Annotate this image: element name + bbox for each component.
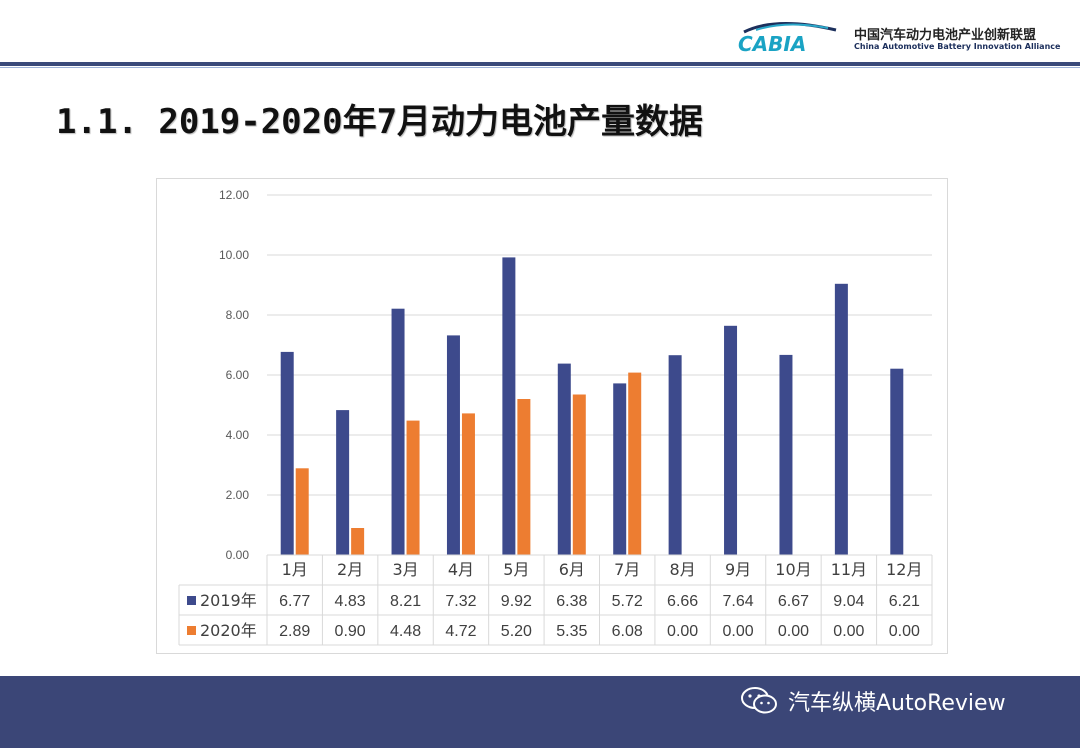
watermark-text: 汽车纵横AutoReview [788, 691, 1006, 716]
bar-2020 [351, 528, 365, 555]
data-table-value: 6.21 [889, 593, 920, 610]
data-table-value: 4.48 [390, 623, 421, 640]
bar-2019 [779, 354, 793, 555]
y-tick-label: 6.00 [226, 368, 250, 382]
cabia-logo-mark: CABIA [738, 22, 837, 54]
y-tick-label: 4.00 [226, 428, 250, 442]
logo-text: CABIA [738, 32, 806, 54]
legend-label: 2020年 [200, 621, 257, 640]
x-tick-label: 8月 [670, 560, 696, 579]
x-tick-label: 10月 [775, 560, 811, 579]
y-tick-label: 2.00 [226, 488, 250, 502]
x-tick-label: 9月 [725, 560, 751, 579]
data-table-value: 6.38 [556, 593, 587, 610]
x-tick-label: 1月 [282, 560, 308, 579]
x-tick-label: 3月 [392, 560, 418, 579]
data-table-value: 5.72 [612, 593, 643, 610]
y-tick-label: 8.00 [226, 308, 250, 322]
org-name-cn: 中国汽车动力电池产业创新联盟 [854, 28, 1037, 43]
data-table-value: 9.92 [501, 593, 532, 610]
data-table-value: 7.64 [722, 593, 753, 610]
x-tick-label: 2月 [337, 560, 363, 579]
header-line [0, 62, 1080, 66]
x-tick-label: 11月 [831, 560, 867, 579]
data-table-value: 0.00 [667, 623, 698, 640]
x-tick-label: 12月 [886, 560, 922, 579]
bar-2019 [668, 355, 682, 555]
data-table-value: 6.66 [667, 593, 698, 610]
bar-2019 [724, 325, 738, 555]
data-table-value: 0.90 [335, 623, 366, 640]
data-table-value: 6.67 [778, 593, 809, 610]
data-table-value: 4.83 [335, 593, 366, 610]
data-table-value: 7.32 [445, 593, 476, 610]
bar-2019 [613, 383, 627, 555]
data-table-value: 0.00 [778, 623, 809, 640]
x-tick-label: 5月 [503, 560, 529, 579]
legend-swatch [187, 596, 196, 605]
cabia-logo: CABIA 中国汽车动力电池产业创新联盟 China Automotive Ba… [736, 14, 1060, 58]
bar-2020 [628, 372, 642, 555]
bar-chart: 0.00 2.00 4.00 6.00 8.00 10.00 12.00 1月 2月 3月 4月 5月… [178, 188, 933, 646]
bar-2019 [336, 410, 350, 555]
y-tick-label: 12.00 [219, 188, 249, 202]
data-table-value: 0.00 [833, 623, 864, 640]
y-tick-label: 10.00 [219, 248, 249, 262]
slide-title: 1.1. 2019-2020年7月动力电池产量数据 [56, 102, 704, 142]
header-line-accent [0, 67, 1080, 68]
x-tick-label: 6月 [559, 560, 585, 579]
bar-2019 [446, 335, 460, 555]
bar-2020 [461, 413, 475, 555]
data-table-value: 6.77 [279, 593, 310, 610]
data-table-value: 5.35 [556, 623, 587, 640]
legend-swatch [187, 626, 196, 635]
bar-2020 [572, 394, 586, 555]
bar-2019 [391, 308, 405, 555]
bar-2020 [517, 399, 531, 555]
bar-2019 [557, 363, 571, 555]
data-table-value: 0.00 [889, 623, 920, 640]
data-table-value: 4.72 [445, 623, 476, 640]
x-tick-label: 7月 [614, 560, 640, 579]
legend-label: 2019年 [200, 591, 257, 610]
bar-2019 [280, 351, 294, 555]
data-table-value: 8.21 [390, 593, 421, 610]
wechat-icon [741, 687, 777, 714]
bar-2019 [890, 368, 904, 555]
data-table-value: 2.89 [279, 623, 310, 640]
bar-2019 [834, 283, 848, 555]
footer-band [0, 676, 1080, 748]
chart-frame: 0.00 2.00 4.00 6.00 8.00 10.00 12.00 1月 2月 3月 4月 5月… [156, 178, 948, 654]
data-table-value: 5.20 [501, 623, 532, 640]
y-tick-label: 0.00 [226, 548, 250, 562]
data-table-value: 0.00 [722, 623, 753, 640]
data-table-value: 9.04 [833, 593, 864, 610]
bar-2019 [502, 257, 516, 555]
watermark: 汽车纵横AutoReview [740, 684, 1006, 718]
x-tick-label: 4月 [448, 560, 474, 579]
bar-2020 [406, 420, 420, 555]
data-table-value: 6.08 [612, 623, 643, 640]
org-name-en: China Automotive Battery Innovation Alli… [854, 42, 1061, 51]
bar-2020 [295, 468, 309, 555]
